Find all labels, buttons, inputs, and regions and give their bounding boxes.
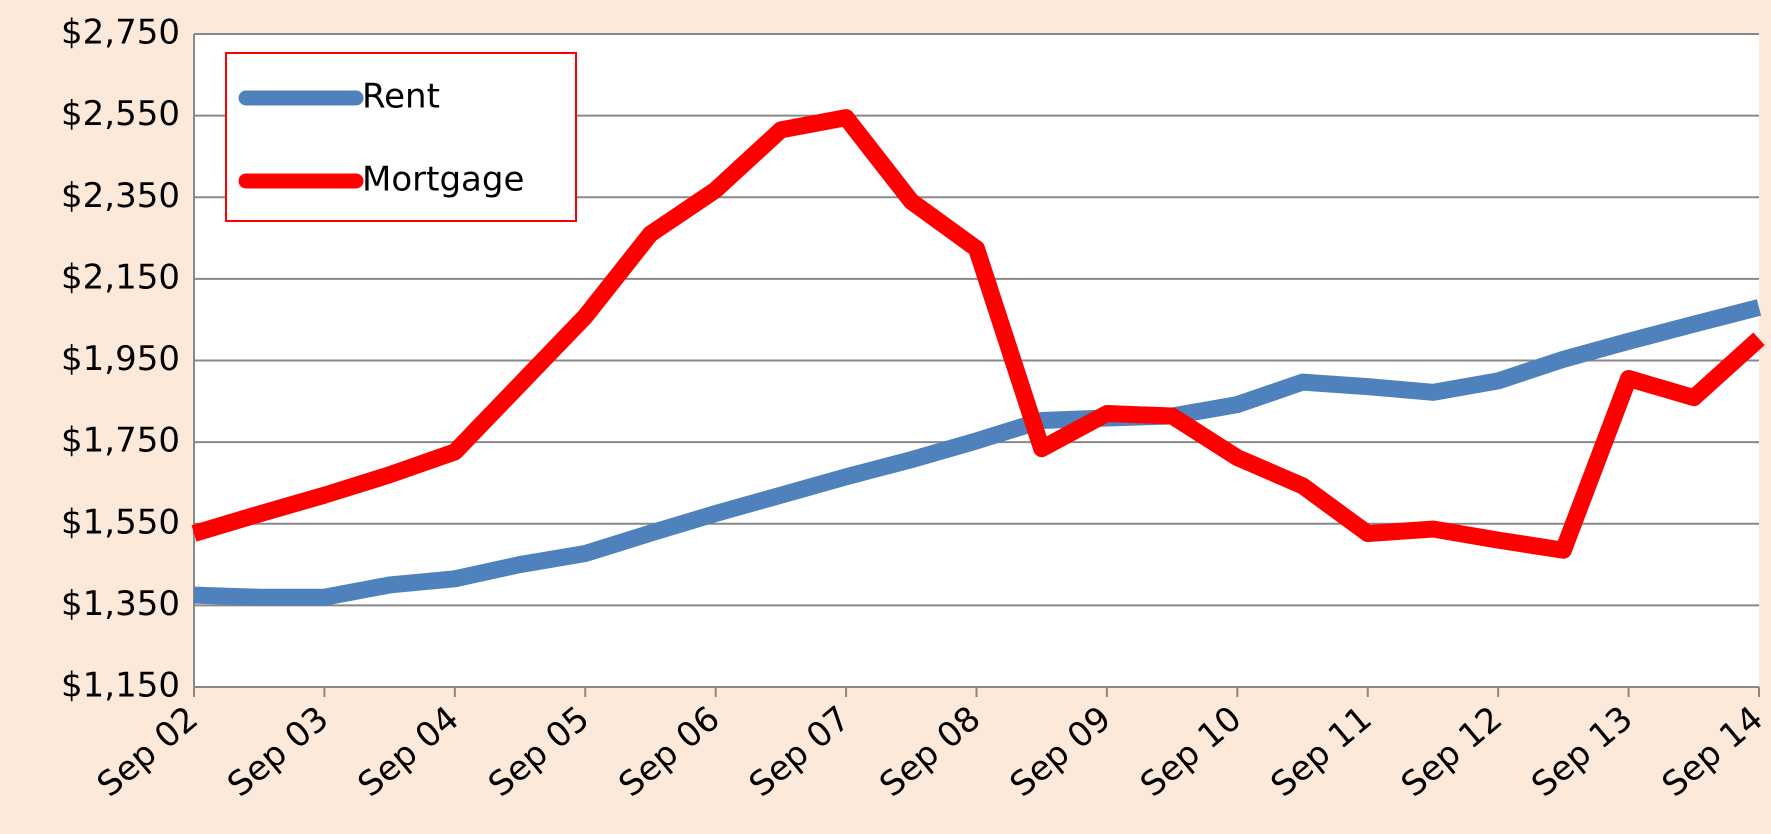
y-tick-label: $2,750 [61,13,180,53]
legend-label: Rent [362,77,440,117]
y-tick-label: $2,350 [61,176,180,216]
line-series [191,109,1765,559]
y-tick-label: $1,150 [61,666,180,706]
legend-label: Mortgage [362,160,524,200]
y-tick-label: $2,550 [61,94,180,134]
y-tick-label: $1,550 [61,502,180,542]
y-tick-label: $1,950 [61,339,180,379]
legend-box [225,52,577,222]
y-tick-label: $1,750 [61,421,180,461]
line-series [193,299,1762,606]
y-tick-label: $2,150 [61,257,180,297]
y-tick-label: $1,350 [61,584,180,624]
